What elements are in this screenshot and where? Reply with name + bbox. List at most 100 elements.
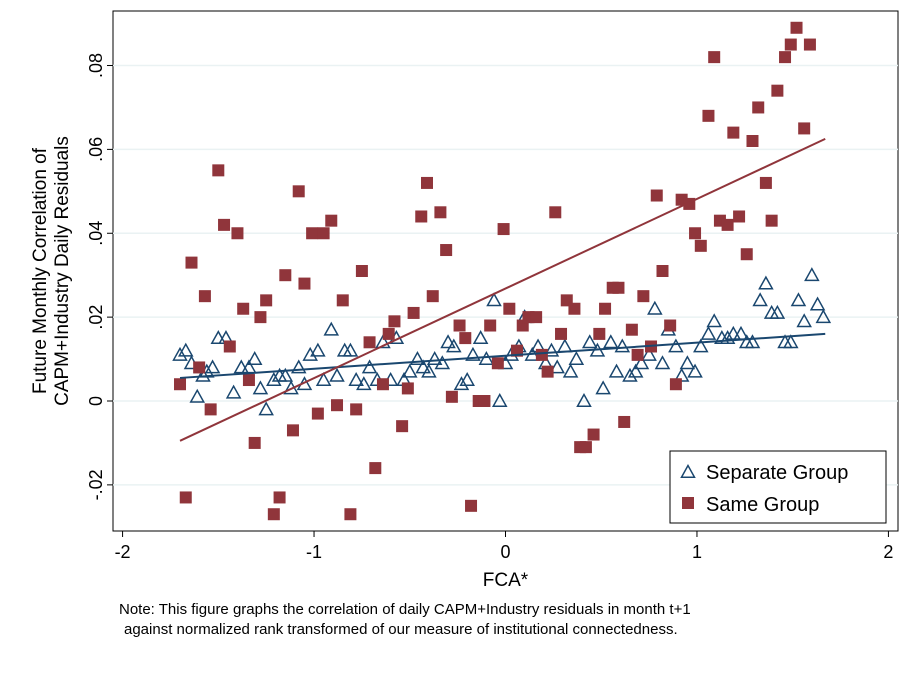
separate-group-point	[700, 325, 717, 340]
separate-group-point	[608, 363, 625, 378]
same-group-point	[231, 227, 244, 240]
separate-group-point	[225, 384, 242, 399]
same-group-point	[535, 348, 548, 361]
separate-group-point	[310, 342, 326, 357]
separate-group-point	[440, 334, 456, 349]
same-group-point	[702, 109, 715, 122]
same-group-point	[212, 164, 225, 177]
same-group-point	[759, 176, 772, 189]
separate-group-point	[641, 346, 657, 361]
separate-group-point	[233, 359, 250, 374]
separate-group-point	[815, 309, 832, 324]
same-group-point	[440, 244, 453, 257]
same-group-point	[363, 336, 376, 349]
same-group-point	[798, 122, 811, 135]
y-axis-label: CAPM+Industry Daily Residuals	[52, 136, 73, 406]
separate-group-point	[719, 330, 736, 345]
separate-group-point	[421, 363, 437, 378]
separate-group-point	[790, 292, 807, 307]
same-group-point	[669, 378, 682, 391]
separate-group-point	[614, 338, 631, 353]
same-group-point	[746, 135, 759, 147]
separate-group-point	[543, 342, 560, 357]
separate-group-point	[348, 371, 364, 386]
same-group-point	[689, 227, 702, 240]
same-group-point	[478, 395, 491, 407]
same-group-point	[694, 239, 707, 252]
same-group-point	[292, 185, 305, 198]
same-group-point	[355, 265, 368, 277]
same-group-point	[193, 361, 206, 374]
same-group-point	[497, 223, 510, 236]
separate-group-point	[633, 355, 650, 370]
same-group-point	[174, 378, 187, 391]
same-group-point	[415, 210, 428, 223]
same-group-point	[401, 382, 414, 395]
same-group-point	[593, 327, 606, 340]
same-group-point	[549, 206, 562, 219]
separate-group-fit-line	[179, 332, 826, 379]
same-group-point	[637, 290, 650, 303]
separate-group-point	[491, 392, 508, 407]
y-tick-label: .08	[86, 53, 106, 78]
same-group-point	[248, 436, 261, 449]
same-group-point	[421, 176, 433, 189]
y-tick-label: .04	[86, 221, 106, 246]
same-group-point	[664, 319, 677, 332]
same-group-point	[510, 344, 523, 357]
separate-group-point	[693, 338, 709, 353]
same-group-point	[650, 189, 663, 202]
separate-group-point	[783, 334, 799, 349]
same-group-point	[237, 302, 250, 315]
same-group-point	[407, 306, 420, 319]
y-tick-label: 0	[86, 396, 106, 406]
separate-group-point	[725, 325, 742, 340]
same-group-point	[325, 214, 338, 227]
separate-group-point	[769, 304, 786, 319]
same-group-point	[803, 38, 816, 51]
same-group-point	[555, 327, 568, 340]
same-group-point	[317, 227, 330, 240]
same-group-point	[298, 277, 311, 290]
separate-group-point	[549, 359, 565, 374]
same-group-point	[344, 508, 357, 521]
same-group-point	[790, 21, 803, 34]
same-group-point	[267, 508, 280, 521]
same-group-point	[765, 214, 778, 227]
same-group-point	[721, 218, 734, 231]
separate-group-point	[706, 313, 722, 328]
separate-group-point	[329, 367, 345, 382]
separate-group-point	[809, 296, 826, 311]
separate-group-point	[796, 313, 812, 328]
same-group-point	[218, 218, 231, 231]
same-group-point	[740, 248, 753, 261]
same-group-point	[376, 378, 389, 391]
same-group-fit-line	[179, 137, 826, 442]
x-tick-label: -2	[115, 542, 131, 562]
separate-group-point	[434, 355, 451, 370]
same-group-point	[336, 294, 349, 307]
same-group-point	[185, 256, 198, 269]
same-group-point	[541, 365, 554, 378]
separate-group-point	[252, 380, 269, 395]
same-group-point	[579, 441, 592, 454]
same-group-point	[779, 51, 792, 64]
x-tick-label: 0	[500, 542, 510, 562]
same-group-point	[286, 424, 299, 437]
separate-group-point	[472, 330, 489, 345]
separate-group-point	[453, 376, 470, 391]
separate-group-point	[627, 363, 644, 378]
same-group-point	[453, 319, 466, 332]
separate-group-point	[668, 338, 684, 353]
x-tick-label: -1	[306, 542, 322, 562]
separate-group-point	[375, 334, 391, 349]
x-tick-label: 1	[692, 542, 702, 562]
separate-group-point	[679, 355, 696, 370]
y-axis-label: Future Monthly Correlation of	[30, 147, 51, 394]
same-group-point	[369, 462, 382, 475]
separate-group-point	[603, 334, 619, 349]
same-group-point	[260, 294, 273, 307]
same-group-point	[445, 390, 458, 403]
same-group-point	[306, 227, 319, 240]
